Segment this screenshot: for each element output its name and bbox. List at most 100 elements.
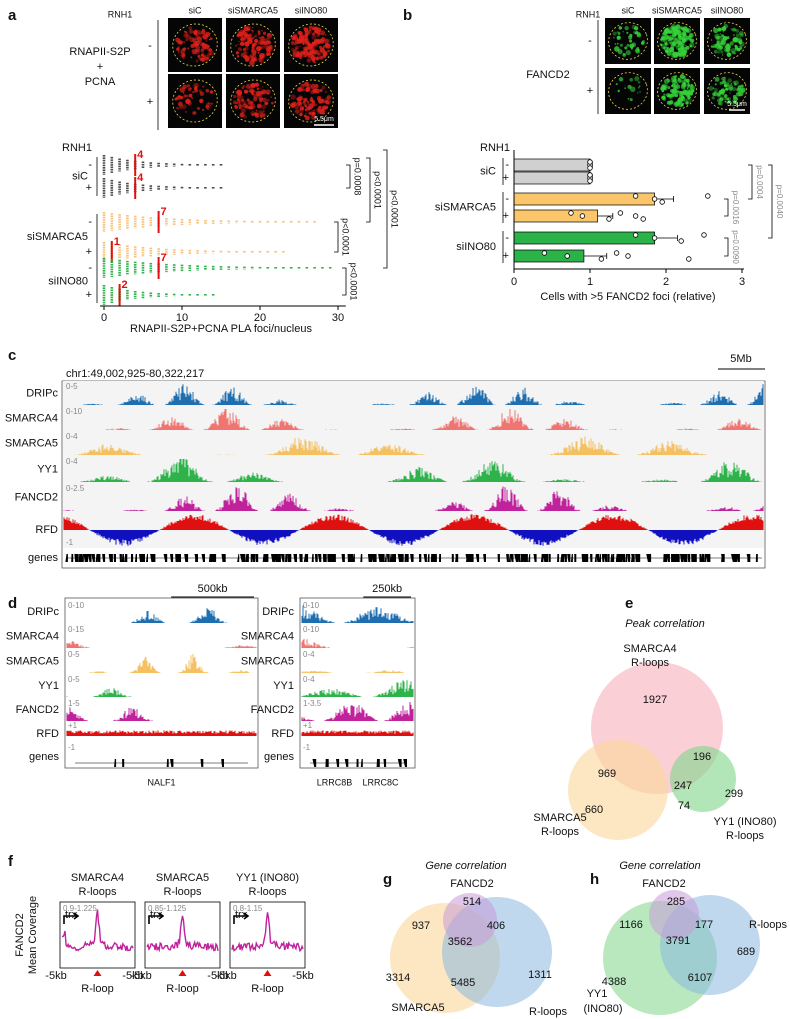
foci xyxy=(722,54,724,56)
foci xyxy=(253,35,256,38)
foci xyxy=(717,101,722,105)
nucleus-outline xyxy=(172,79,218,123)
foci xyxy=(617,89,620,93)
foci xyxy=(730,28,733,31)
foci xyxy=(238,101,241,104)
row-header: RNH1 xyxy=(62,142,92,154)
sign-label: - xyxy=(88,216,92,228)
foci xyxy=(308,43,313,48)
r-loop-marker xyxy=(93,970,102,976)
foci xyxy=(716,98,721,103)
r-loop-marker xyxy=(263,970,272,976)
image-tile xyxy=(605,68,651,114)
foci xyxy=(613,36,615,39)
foci xyxy=(291,101,296,106)
plot-range: 0.85-1.125 xyxy=(148,904,187,913)
signal-track xyxy=(301,670,404,673)
foci xyxy=(617,32,621,35)
foci xyxy=(729,92,731,94)
foci xyxy=(318,105,322,110)
track-range: 0-10 xyxy=(303,625,320,634)
foci xyxy=(722,93,725,96)
x-label: -5kb xyxy=(207,970,228,982)
set-label: FANCD2 xyxy=(450,878,493,890)
foci xyxy=(628,39,633,43)
foci xyxy=(250,82,256,88)
foci xyxy=(261,86,264,88)
data-point xyxy=(632,213,639,219)
foci xyxy=(314,61,316,64)
foci xyxy=(236,89,243,96)
foci xyxy=(663,94,667,97)
foci xyxy=(251,31,254,33)
foci xyxy=(177,101,183,107)
foci xyxy=(308,25,313,30)
venn-count: 406 xyxy=(487,920,505,932)
signal-track xyxy=(301,680,414,697)
foci xyxy=(232,100,237,105)
venn-count: 299 xyxy=(725,788,743,800)
track-label: genes xyxy=(28,552,58,564)
nucleus-outline xyxy=(230,23,276,67)
foci xyxy=(176,106,180,110)
set-label: YY1 xyxy=(587,988,608,1000)
signal-track xyxy=(105,409,761,430)
plot-frame xyxy=(229,901,306,969)
foci xyxy=(324,38,331,44)
track-range: 0-2.5 xyxy=(66,484,85,493)
foci xyxy=(614,43,617,45)
gene-blocks xyxy=(65,554,758,562)
foci xyxy=(303,33,308,38)
data-point xyxy=(541,250,548,256)
foci xyxy=(683,102,685,105)
foci xyxy=(661,35,664,38)
track-label: SMARCA4 xyxy=(6,630,59,642)
sign-label: - xyxy=(148,40,152,52)
rfd-forward xyxy=(66,730,257,736)
foci xyxy=(672,32,677,37)
trx-label: trx xyxy=(150,909,163,921)
foci xyxy=(671,94,675,98)
coverage-profile xyxy=(61,909,134,952)
foci xyxy=(248,106,251,109)
foci xyxy=(195,48,198,51)
foci xyxy=(193,42,200,48)
foci xyxy=(711,96,715,100)
foci xyxy=(240,95,244,99)
signal-track xyxy=(66,707,153,721)
signal-track xyxy=(301,605,414,623)
foci xyxy=(622,53,627,57)
panel-letter: c xyxy=(8,347,16,364)
foci xyxy=(660,84,665,89)
foci xyxy=(294,47,298,50)
foci xyxy=(624,46,628,50)
foci xyxy=(640,41,645,45)
foci xyxy=(326,95,331,100)
foci xyxy=(237,43,239,46)
data-point xyxy=(678,238,684,244)
foci xyxy=(721,41,724,44)
median-label: 7 xyxy=(161,206,167,218)
foci xyxy=(324,34,327,36)
foci xyxy=(261,89,267,95)
nucleus-outline xyxy=(608,72,648,110)
venn-count: 3314 xyxy=(386,972,410,984)
signal-track xyxy=(66,641,257,648)
foci xyxy=(243,37,246,40)
plot-title: R-loops xyxy=(249,886,287,898)
foci xyxy=(663,38,668,44)
foci xyxy=(732,94,737,99)
foci xyxy=(178,95,182,99)
x-label: -5kb xyxy=(215,970,236,982)
foci xyxy=(199,98,204,104)
foci xyxy=(251,113,255,117)
foci xyxy=(197,30,201,34)
track-label: YY1 xyxy=(38,680,59,692)
foci xyxy=(722,30,725,33)
foci xyxy=(625,50,631,56)
nucleus-outline xyxy=(657,72,697,110)
foci xyxy=(664,84,669,88)
foci xyxy=(259,99,263,103)
foci xyxy=(327,49,330,53)
foci xyxy=(668,95,673,100)
